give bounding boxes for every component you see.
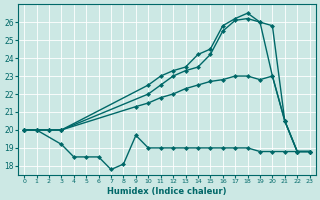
X-axis label: Humidex (Indice chaleur): Humidex (Indice chaleur): [107, 187, 227, 196]
